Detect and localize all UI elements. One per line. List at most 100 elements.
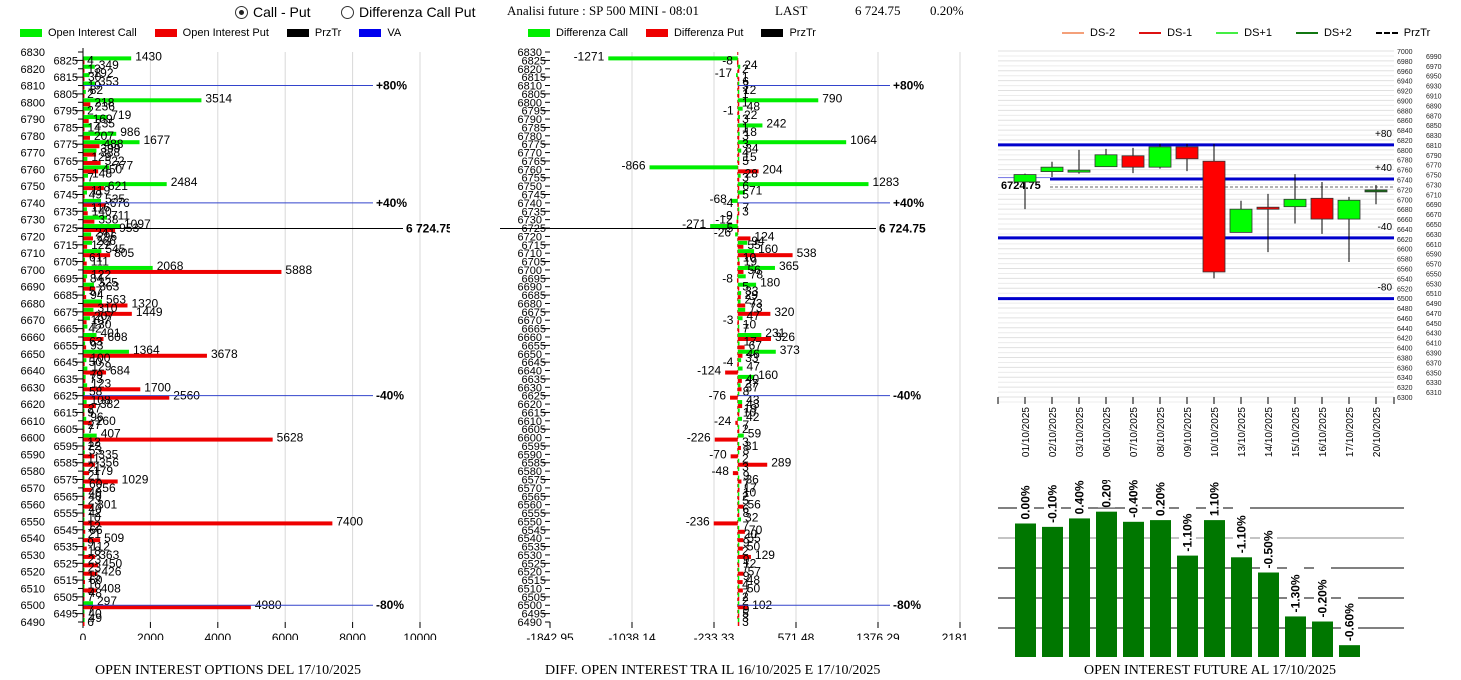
put-bar [737,487,740,492]
call-bar [737,148,742,153]
bar-value-label: 805 [114,246,134,260]
x-tick-label: 4000 [204,631,231,640]
y-tick-label: 6805 [54,89,78,101]
bar-value-label: 130 [91,318,111,332]
y-tick-label: 6780 [1397,158,1413,165]
put-bar [737,580,743,585]
bar-value-label: 40 [88,485,102,499]
bar-value-label: 66 [89,523,103,537]
y-tick-label: 6670 [518,315,542,327]
bar-value-label: 7 [742,322,749,336]
put-bar [83,110,85,115]
radio-call-put[interactable]: Call - Put [235,4,311,20]
bar-value-label: 100 [90,351,110,365]
radio-dot[interactable] [341,5,354,19]
bar-value-label: 3 [742,435,749,449]
bar-value-label: 148 [92,167,112,181]
prztr-label-bg [998,178,1050,193]
bar-value-label: 365 [779,259,799,273]
bar-value-label: 5 [742,494,749,508]
put-bar [737,496,740,501]
y-tick-label: 6460 [1397,316,1413,323]
put-bar [83,462,95,467]
call-bar [83,383,88,388]
put-bar [737,169,759,174]
put-bar [83,353,207,358]
bar-value-label: 61 [89,251,103,265]
bar-value-label: 12 [743,556,757,570]
bar-label-bg [1314,561,1331,618]
y-tick-label: 6725 [522,223,546,235]
radio-differenza-call-put[interactable]: Differenza Call Put [341,4,475,20]
call-bar [83,257,86,262]
y-tick-label: 6780 [518,131,542,143]
last-value: 6 724.75 [855,3,901,18]
bar-value-label: 59 [748,427,762,441]
put-bar [83,102,91,107]
bar-value-label: 7 [87,422,94,436]
call-bar [83,559,85,564]
y-tick-label: 6825 [54,55,78,67]
put-bar [737,135,740,140]
y-tick-label: 6640 [1397,227,1413,234]
call-bar [737,207,740,212]
y-tick-label: 6595 [522,441,546,453]
call-bar [736,73,738,78]
x-tick-label: -1038.14 [608,631,656,640]
call-bar [737,307,746,312]
oi-bar [1150,520,1171,657]
put-bar [83,202,106,207]
bar-value-label: 28 [745,167,759,181]
x-tick-label: 15/10/2025 [1291,407,1302,457]
bar-value-label: 55 [747,238,761,252]
bar-value-label: 19 [744,401,758,415]
call-bar [737,190,746,195]
y-tick-label: 6675 [522,307,546,319]
bar-value-label: 325 [98,276,118,290]
bar-value-label: 9 [743,552,750,566]
put-bar [725,370,738,375]
bar-value-label: 11 [87,452,100,466]
bar-value-label: 18 [88,544,102,558]
put-bar [83,320,87,325]
legend-diff-oi: Differenza Call Differenza Put PrzTr [528,27,816,39]
x-tick-label: 8000 [339,631,366,640]
call-bar [737,408,740,413]
bar-value-label: 15 [743,150,757,164]
y-tick-label: 6660 [1397,217,1413,224]
y-tick-label: 6500 [518,600,542,612]
put-bar [737,236,751,241]
y-tick-label: 6860 [1397,118,1413,125]
bar-value-label: 42 [88,322,102,336]
bar-value-label: 21 [88,469,102,483]
bar-label-bg [1206,480,1223,517]
bar-value-label: 6 [742,502,749,516]
call-bar [737,433,744,438]
call-bar [83,123,91,128]
call-bar [737,156,740,161]
legend-label: DS+1 [1244,27,1272,39]
radio-dot-selected[interactable] [235,5,248,19]
bar-value-label: 56 [747,263,761,277]
call-bar [83,475,85,480]
legend-swatch-prztr [761,29,784,37]
call-bar [737,374,755,379]
bar-value-label: 67 [749,338,763,352]
bar-value-label: 608 [107,330,127,344]
call-bar [737,550,740,555]
bar-value-label: 5 [742,280,749,294]
y-tick-label: 6755 [54,173,78,185]
put-bar [737,119,740,124]
call-bar [83,215,107,220]
bar-value-label: 3 [742,171,749,185]
y-tick-label: 6735 [54,206,78,218]
bar-value-label: 17 [744,334,758,348]
call-bar [608,56,738,61]
bar-value-label: 0.00% [1019,485,1033,519]
bar-value-label: -1 [723,104,734,118]
y-tick-label: 6585 [522,458,546,470]
bar-value-label: 5888 [285,263,312,277]
put-bar [732,471,738,476]
call-bar [83,333,97,337]
y-tick-label: 6655 [522,340,546,352]
